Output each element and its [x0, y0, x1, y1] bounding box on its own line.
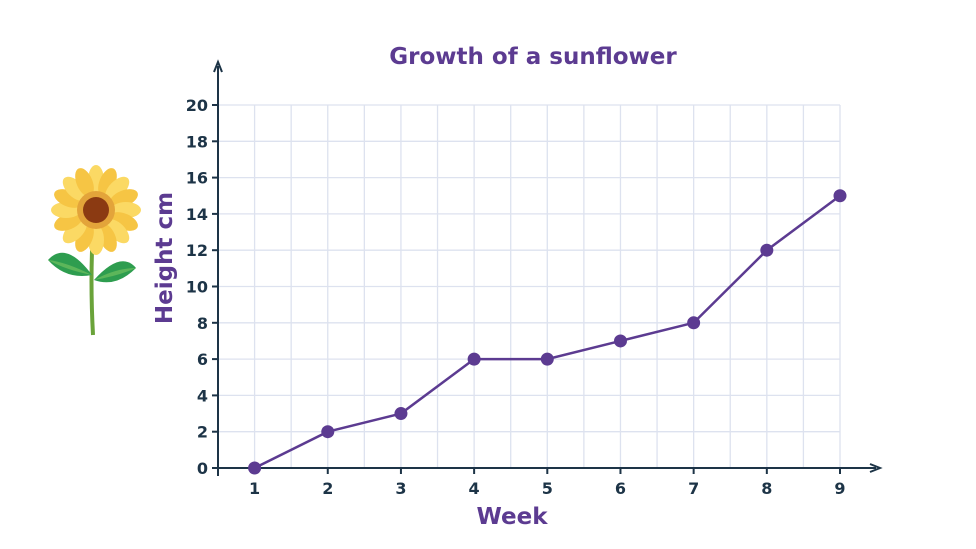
data-point [394, 407, 408, 421]
data-point [613, 334, 627, 348]
sunflower-icon [48, 165, 141, 336]
x-tick-label: 6 [615, 479, 626, 498]
x-tick-label: 2 [322, 479, 333, 498]
petal [62, 219, 87, 244]
y-axis-label: Height cm [152, 192, 178, 324]
x-tick-label: 8 [761, 479, 772, 498]
chart-title: Growth of a sunflower [389, 44, 677, 70]
y-tick-label: 12 [186, 241, 208, 260]
y-tick-label: 2 [197, 423, 208, 442]
data-point [467, 352, 481, 366]
petal [105, 176, 130, 201]
petal [105, 219, 130, 244]
petal [75, 168, 94, 197]
data-point [540, 352, 554, 366]
x-tick-label: 1 [249, 479, 260, 498]
data-point [687, 316, 701, 330]
grid [218, 104, 841, 468]
data-point [321, 425, 335, 439]
data-point [248, 461, 262, 475]
petal [62, 176, 87, 201]
x-tick-label: 5 [542, 479, 553, 498]
x-tick-label: 9 [834, 479, 845, 498]
y-tick-label: 16 [186, 169, 208, 188]
series [248, 189, 847, 475]
x-tick-label: 4 [469, 479, 480, 498]
y-tick-label: 6 [197, 350, 208, 369]
y-tick-label: 8 [197, 314, 208, 333]
y-axis-arrow-icon [213, 59, 223, 73]
x-tick-label: 3 [395, 479, 406, 498]
y-tick-label: 20 [186, 96, 208, 115]
y-tick-label: 14 [186, 205, 208, 224]
x-axis-arrow-icon [869, 463, 883, 473]
y-tick-label: 10 [186, 278, 208, 297]
y-tick-label: 0 [197, 459, 208, 478]
y-tick-label: 18 [186, 132, 208, 151]
data-point [833, 189, 847, 203]
data-point [760, 243, 774, 257]
x-axis-label: Week [476, 504, 548, 530]
y-tick-label: 4 [197, 386, 208, 405]
x-tick-label: 7 [688, 479, 699, 498]
